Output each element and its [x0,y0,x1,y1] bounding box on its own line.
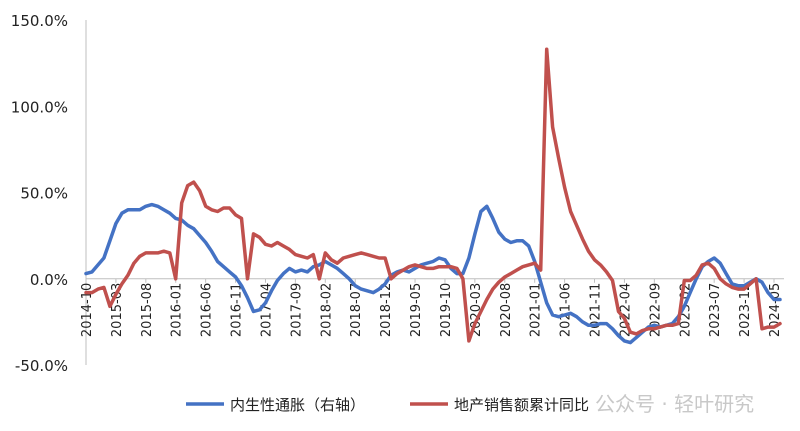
x-tick-label: 2017-09 [289,283,304,337]
x-tick-label: 2017-04 [259,283,274,337]
series-line-1 [84,202,782,345]
x-tick-label: 2020-03 [469,283,484,337]
x-axis: 2014-10 2015-03 2015-08 2016-01 2016-06 2016-… [80,20,784,365]
x-tick-label: 2018-12 [379,283,394,337]
legend-label: 内生性通胀（右轴） [230,396,365,414]
series-line-2 [84,47,782,343]
x-tick-label: 2014-10 [80,283,95,337]
y-tick-label: 100.0% [11,98,68,116]
x-tick-label: 2021-06 [559,283,574,337]
x-tick-label: 2023-12 [738,283,753,337]
x-tick-label: 2016-11 [230,283,245,337]
x-tick-label: 2018-02 [319,283,334,337]
watermark: 公众号 · 轻叶研究 [595,392,754,416]
y-axis-ticks: 150.0% 100.0% 50.0% 0.0% -50.0% [11,12,68,375]
y-tick-label: 0.0% [30,271,68,289]
x-tick-label: 2021-11 [589,283,604,337]
y-tick-label: -50.0% [15,357,68,375]
x-tick-label: 2016-01 [170,283,185,337]
x-tick-label: 2020-08 [499,283,514,337]
x-tick-label: 2015-08 [140,283,155,337]
x-tick-label: 2024-05 [768,283,783,337]
x-tick-label: 2022-04 [618,283,633,337]
legend: 内生性通胀（右轴） 地产销售额累计同比 [186,396,589,414]
y-tick-label: 150.0% [11,12,68,30]
x-tick-label: 2018-07 [349,283,364,337]
x-tick-label: 2016-06 [200,283,215,337]
plot-lines [84,47,782,345]
y-tick-label: 50.0% [20,185,68,203]
x-tick-label: 2019-10 [439,283,454,337]
x-tick-label: 2021-01 [529,283,544,337]
x-tick-label: 2019-05 [409,283,424,337]
legend-label: 地产销售额累计同比 [454,396,589,414]
x-tick-label: 2023-07 [708,283,723,337]
x-tick-label: 2022-09 [648,283,663,337]
